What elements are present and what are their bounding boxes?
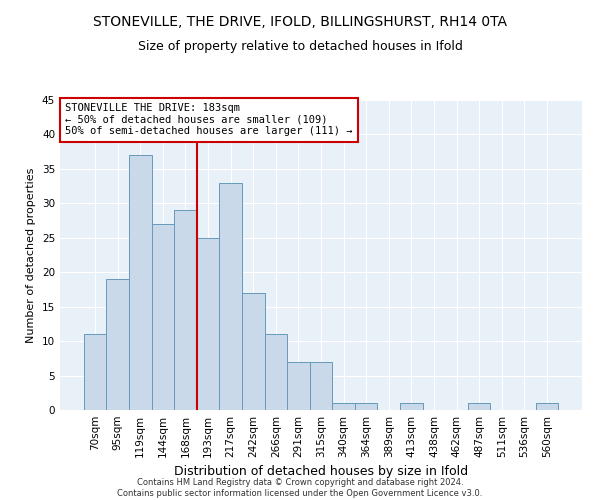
Bar xyxy=(197,238,220,410)
Bar xyxy=(287,362,310,410)
Y-axis label: Number of detached properties: Number of detached properties xyxy=(26,168,37,342)
Bar xyxy=(400,403,422,410)
Bar xyxy=(332,403,355,410)
Bar xyxy=(84,334,106,410)
Bar xyxy=(265,334,287,410)
Text: Size of property relative to detached houses in Ifold: Size of property relative to detached ho… xyxy=(137,40,463,53)
Text: STONEVILLE, THE DRIVE, IFOLD, BILLINGSHURST, RH14 0TA: STONEVILLE, THE DRIVE, IFOLD, BILLINGSHU… xyxy=(93,15,507,29)
Bar xyxy=(152,224,174,410)
Bar xyxy=(220,182,242,410)
Bar xyxy=(310,362,332,410)
Bar xyxy=(355,403,377,410)
Text: STONEVILLE THE DRIVE: 183sqm
← 50% of detached houses are smaller (109)
50% of s: STONEVILLE THE DRIVE: 183sqm ← 50% of de… xyxy=(65,103,353,136)
Text: Contains HM Land Registry data © Crown copyright and database right 2024.
Contai: Contains HM Land Registry data © Crown c… xyxy=(118,478,482,498)
Bar xyxy=(129,155,152,410)
X-axis label: Distribution of detached houses by size in Ifold: Distribution of detached houses by size … xyxy=(174,466,468,478)
Bar xyxy=(242,293,265,410)
Bar xyxy=(536,403,558,410)
Bar xyxy=(468,403,490,410)
Bar xyxy=(106,279,129,410)
Bar xyxy=(174,210,197,410)
